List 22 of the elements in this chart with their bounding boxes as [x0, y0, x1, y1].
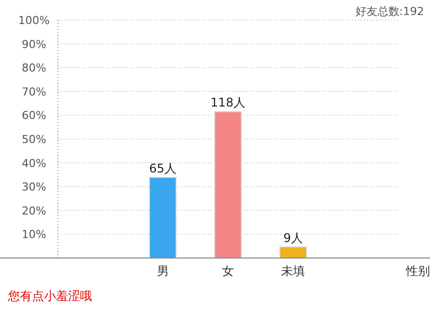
y-tick-label: 20%	[22, 204, 46, 218]
y-tick-label: 60%	[22, 109, 46, 122]
annotation: 65人	[149, 161, 176, 176]
text: 好友总数:192	[355, 5, 424, 18]
x-tick-label: 男	[156, 264, 169, 278]
x-tick-label: 女	[222, 264, 234, 278]
annotation: 9人	[283, 230, 303, 245]
y-tick-label: 50%	[22, 133, 46, 146]
text: 您有点小羞涩哦	[7, 289, 92, 303]
y-tick-label: 100%	[18, 14, 50, 27]
y-tick-label: 90%	[22, 38, 46, 51]
bar	[279, 246, 308, 258]
y-tick-label: 10%	[22, 228, 46, 242]
bar	[214, 111, 242, 258]
y-tick-label: 30%	[22, 180, 46, 194]
x-tick-label: 未填	[281, 264, 306, 278]
bar	[148, 176, 177, 258]
y-tick-label: 70%	[22, 85, 46, 98]
y-tick-label: 40%	[22, 156, 46, 170]
annotation: 118人	[210, 96, 246, 110]
text: 性别	[405, 264, 430, 278]
y-tick-label: 80%	[22, 62, 46, 75]
